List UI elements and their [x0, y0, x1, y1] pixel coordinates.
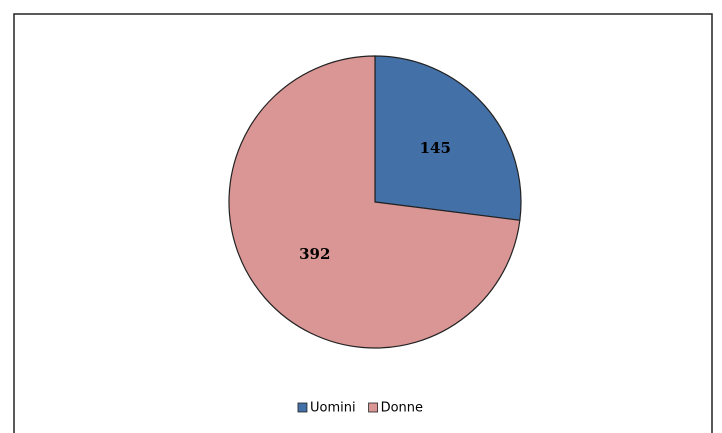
legend-swatch — [297, 402, 308, 413]
chart-frame — [13, 13, 713, 433]
data-label: 145 — [420, 139, 451, 157]
data-label: 392 — [299, 245, 330, 263]
pie-slice — [374, 55, 522, 221]
pie-slice — [228, 55, 521, 349]
legend-label: Donne — [381, 401, 423, 416]
legend-label: Uomini — [310, 401, 356, 416]
legend-swatch — [368, 402, 378, 413]
